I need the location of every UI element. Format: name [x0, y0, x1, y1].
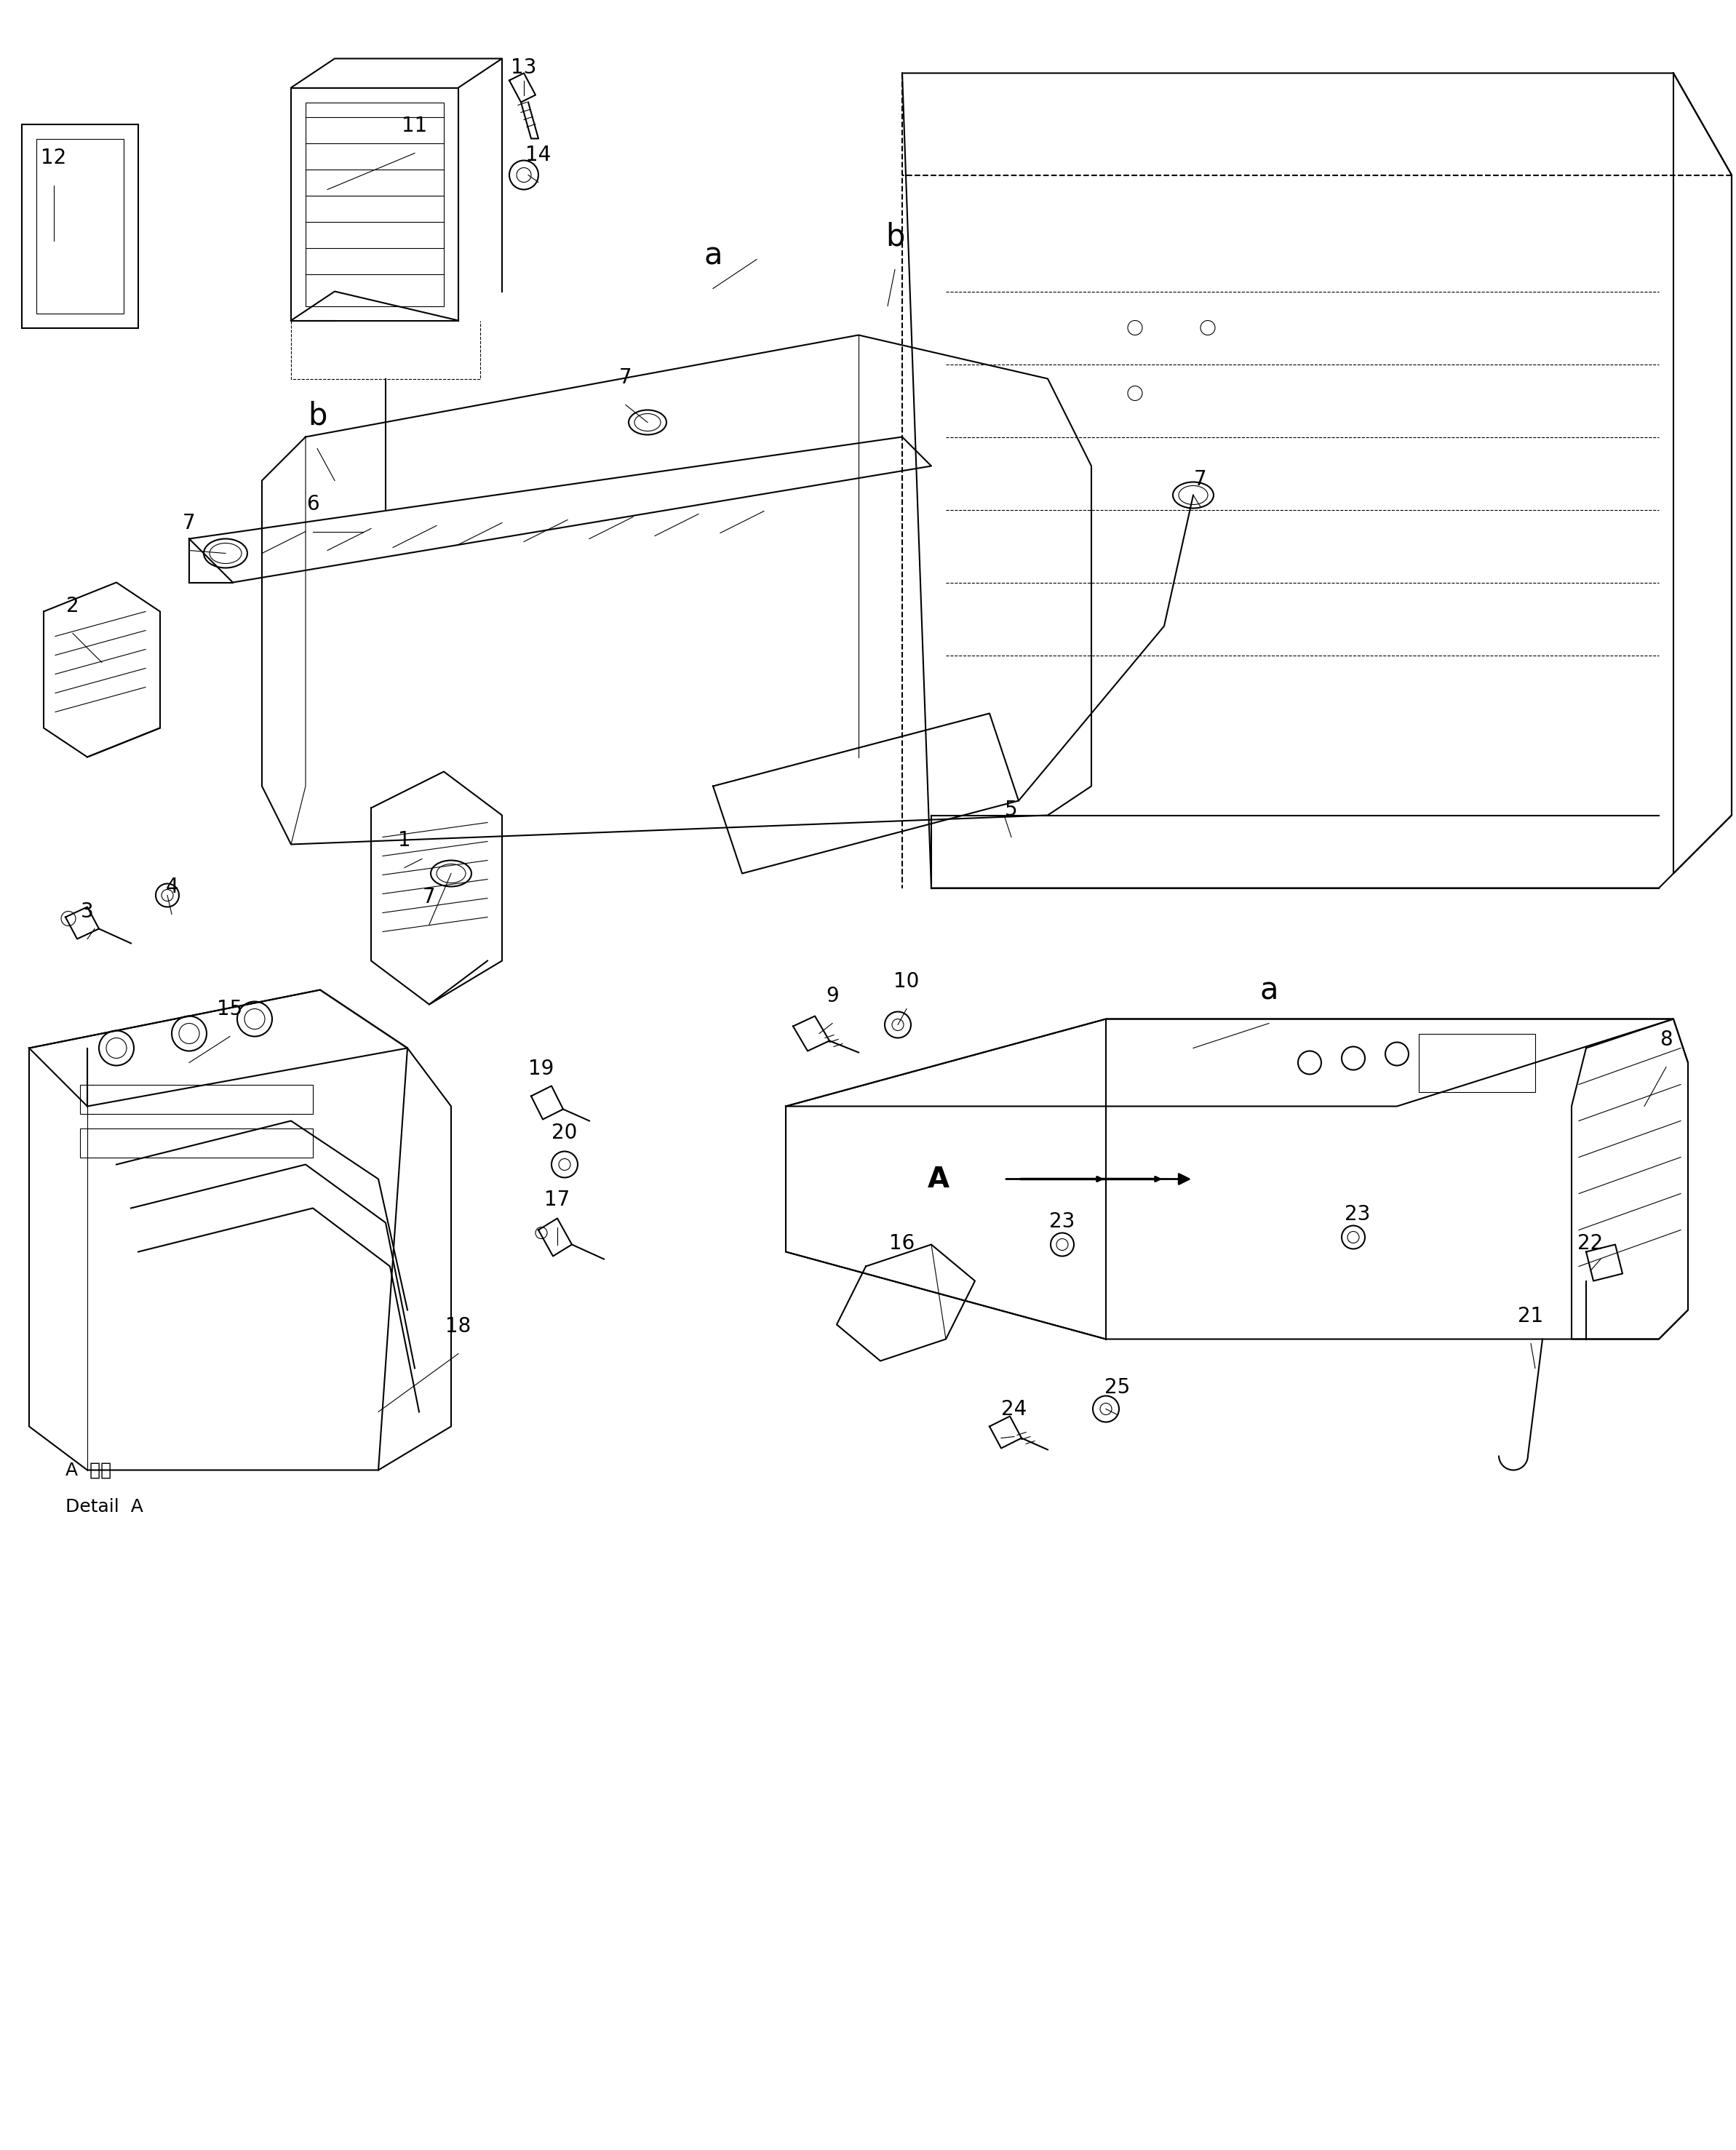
Text: 3: 3: [82, 901, 94, 922]
Text: 14: 14: [526, 144, 552, 166]
Bar: [292, 88, 458, 320]
Text: A  詳細: A 詳細: [66, 1462, 111, 1479]
Text: 5: 5: [1005, 800, 1017, 819]
Text: 20: 20: [552, 1122, 578, 1142]
Bar: [36, 138, 123, 314]
Bar: [306, 103, 444, 305]
Text: 23: 23: [1049, 1210, 1075, 1232]
Text: 1: 1: [398, 830, 411, 849]
Text: Detail  A: Detail A: [66, 1499, 144, 1516]
Text: 6: 6: [307, 494, 319, 514]
Text: 22: 22: [1578, 1232, 1604, 1253]
Text: 23: 23: [1345, 1204, 1370, 1223]
Text: 4: 4: [165, 877, 179, 897]
Text: 10: 10: [894, 972, 920, 991]
Text: a: a: [1260, 976, 1278, 1006]
Text: 17: 17: [545, 1189, 569, 1210]
Text: 16: 16: [889, 1232, 915, 1253]
Bar: [80, 1129, 312, 1157]
Text: 7: 7: [182, 512, 196, 533]
Bar: [80, 1084, 312, 1114]
Text: a: a: [703, 241, 722, 271]
Text: 11: 11: [403, 116, 427, 135]
Text: 21: 21: [1517, 1305, 1543, 1327]
Text: b: b: [307, 400, 326, 432]
Text: 9: 9: [826, 985, 838, 1006]
Text: A: A: [927, 1165, 950, 1193]
Text: 25: 25: [1104, 1376, 1130, 1398]
Bar: [23, 125, 139, 327]
Text: 12: 12: [42, 148, 66, 168]
Text: 24: 24: [1002, 1400, 1028, 1419]
Text: 7: 7: [1194, 469, 1207, 490]
Text: b: b: [885, 221, 904, 252]
Text: 15: 15: [217, 998, 243, 1019]
Text: 18: 18: [446, 1316, 470, 1335]
Text: 7: 7: [424, 886, 436, 907]
Text: 19: 19: [528, 1058, 554, 1079]
Bar: [1418, 1034, 1535, 1092]
Text: 8: 8: [1660, 1030, 1672, 1049]
Text: 7: 7: [620, 368, 632, 387]
Text: 2: 2: [66, 596, 80, 615]
Text: 13: 13: [510, 58, 536, 77]
